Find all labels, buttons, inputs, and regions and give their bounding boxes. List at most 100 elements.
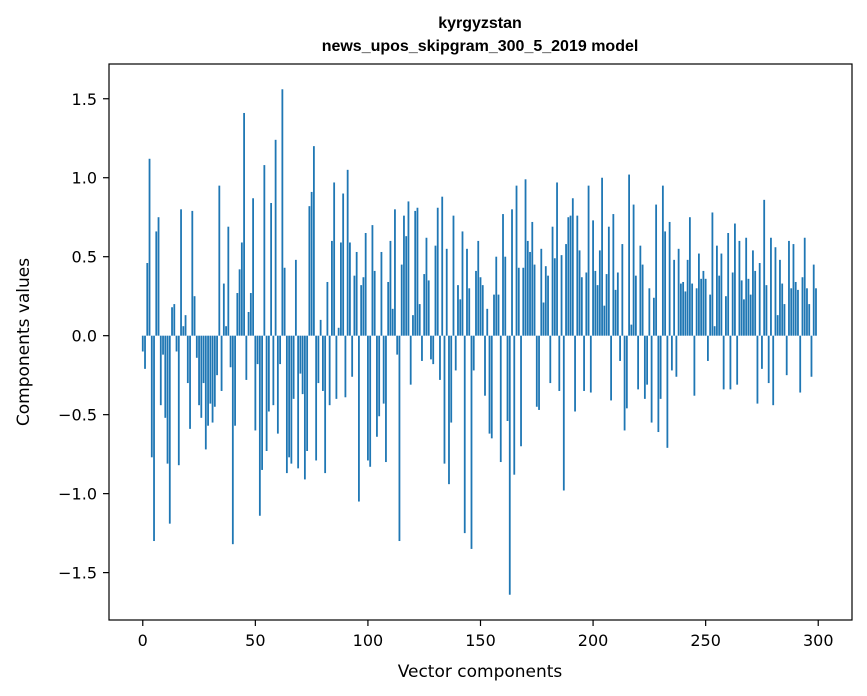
bar <box>785 335 788 376</box>
bar <box>783 304 786 336</box>
bar <box>195 335 198 358</box>
bar <box>186 335 189 384</box>
bar <box>562 335 565 491</box>
bar <box>267 335 270 412</box>
bar <box>481 285 484 336</box>
bar <box>779 259 781 336</box>
bar <box>695 288 698 336</box>
bar <box>173 304 176 336</box>
plot-frame <box>108 63 853 621</box>
bar <box>439 335 441 380</box>
bar <box>416 207 419 336</box>
bar <box>285 335 288 474</box>
x-tick-label: 300 <box>803 631 834 650</box>
bar <box>625 335 628 409</box>
bar <box>389 240 392 336</box>
bar <box>569 215 572 336</box>
bar <box>652 297 655 336</box>
bar <box>234 335 236 426</box>
bar <box>605 274 608 336</box>
bar <box>445 248 448 336</box>
bar <box>535 335 538 407</box>
bar <box>682 281 685 336</box>
bar <box>463 335 466 534</box>
bar <box>423 274 426 336</box>
bar <box>148 158 151 336</box>
bar <box>290 335 293 464</box>
bar <box>177 335 180 466</box>
bar <box>340 242 342 336</box>
bar <box>200 335 203 418</box>
bar <box>589 335 592 393</box>
bar <box>387 281 390 336</box>
bar <box>461 231 464 336</box>
bar <box>693 335 696 396</box>
bar <box>459 299 462 336</box>
bar <box>155 231 158 336</box>
bar <box>418 304 421 336</box>
bar <box>729 335 732 390</box>
bar <box>790 288 793 336</box>
bar <box>495 256 498 336</box>
bar <box>144 335 146 369</box>
bar <box>704 278 707 336</box>
bar <box>288 335 291 458</box>
bar <box>333 182 336 336</box>
bar <box>549 335 552 384</box>
bar <box>202 335 205 384</box>
bar <box>754 270 757 336</box>
bar <box>763 199 766 336</box>
bar <box>770 237 772 336</box>
bar <box>675 335 678 377</box>
bar <box>725 296 727 336</box>
bar <box>364 233 367 336</box>
bar <box>614 289 617 336</box>
bar <box>225 326 227 336</box>
bar <box>716 245 718 336</box>
bar <box>335 335 338 399</box>
bar <box>209 335 212 404</box>
bar <box>227 226 230 336</box>
bar <box>240 242 243 336</box>
bar <box>369 335 372 467</box>
bar <box>520 335 522 447</box>
bar <box>797 289 799 336</box>
bar <box>538 335 540 410</box>
bar <box>349 242 351 336</box>
bar <box>168 335 171 524</box>
bar <box>738 240 741 336</box>
bar <box>355 251 358 336</box>
bar <box>515 185 518 336</box>
bar <box>711 212 714 336</box>
bar <box>272 335 275 406</box>
y-axis: −1.5 −1.0 −0.5 0.0 0.5 1.0 1.5 <box>58 90 109 583</box>
bar <box>279 335 282 365</box>
bar <box>243 112 245 336</box>
bar <box>540 248 543 336</box>
bar <box>211 335 214 423</box>
bar <box>648 288 651 336</box>
bar <box>553 258 556 336</box>
bar <box>619 335 621 361</box>
bar <box>321 335 324 391</box>
bar <box>353 275 356 336</box>
bar <box>630 324 633 336</box>
bar <box>292 335 295 399</box>
bar <box>560 255 563 336</box>
bar <box>317 335 320 384</box>
bar <box>213 335 216 407</box>
bar <box>398 335 401 542</box>
bar <box>229 335 232 368</box>
bar <box>531 221 534 336</box>
bar <box>261 335 263 470</box>
bar <box>655 204 658 336</box>
bar <box>162 335 164 355</box>
y-tick-label: 0.0 <box>72 327 97 346</box>
bar <box>414 210 417 336</box>
bar <box>774 247 777 336</box>
y-tick-label: −1.0 <box>58 485 97 504</box>
bar <box>668 221 671 336</box>
bar <box>556 182 558 336</box>
bar <box>247 311 250 336</box>
bar <box>367 335 369 461</box>
